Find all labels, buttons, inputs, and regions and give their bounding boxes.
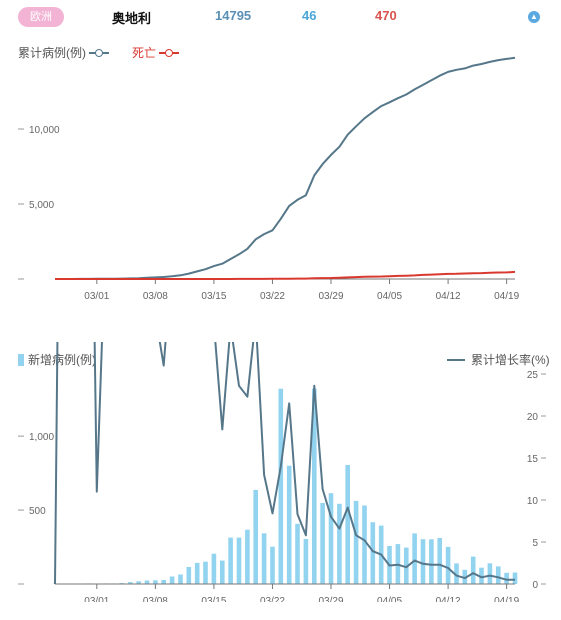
new-cases-bar <box>128 582 133 584</box>
legend-deaths-swatch <box>159 48 180 58</box>
new-cases-bar <box>312 388 317 584</box>
x-tick-label: 03/22 <box>260 596 285 602</box>
new-cases-bar <box>144 580 150 584</box>
deaths-line <box>55 270 516 280</box>
x-tick-label: 03/15 <box>201 596 226 602</box>
legend-growth-rate[interactable]: 累计增长率(%) <box>447 351 550 368</box>
new-cases-bar <box>228 537 233 584</box>
new-cases-bar <box>496 566 501 584</box>
new-cases-bar <box>512 572 518 584</box>
region-badge[interactable]: 欧洲 <box>18 7 64 27</box>
x-tick-label: 04/05 <box>377 596 402 602</box>
x-tick-label: 03/29 <box>318 291 343 302</box>
new-cases-bar <box>161 580 166 584</box>
y-right-tick-label: 5 <box>532 538 538 549</box>
new-cases-bar <box>362 505 367 584</box>
deaths-count: 470 <box>375 8 397 23</box>
x-tick-label: 04/19 <box>494 291 519 302</box>
legend-new-cases-swatch <box>18 353 24 366</box>
x-tick-label: 03/01 <box>84 596 109 602</box>
new-cases-bar <box>203 561 208 584</box>
x-tick-label: 03/08 <box>143 596 168 602</box>
new-cases-bar <box>211 553 217 584</box>
new-cases-bar <box>479 567 484 584</box>
x-tick-label: 04/19 <box>494 596 519 602</box>
legend-cumulative-label: 累计病例(例) <box>18 46 86 60</box>
legend-new-cases[interactable]: 新增病例(例) <box>18 351 96 368</box>
new-cases-bar <box>437 538 442 584</box>
legend-deaths-label: 死亡 <box>132 46 157 60</box>
x-tick-label: 03/08 <box>143 291 168 302</box>
x-tick-label: 03/15 <box>201 291 226 302</box>
new-cases-bar <box>253 489 258 584</box>
new-cases-bar <box>286 465 292 584</box>
new-cases-bar <box>320 503 325 584</box>
y-left-tick-label: 500 <box>29 506 46 517</box>
new-cases-bar <box>261 533 267 584</box>
country-header[interactable]: 欧洲 奥地利 14795 46 470 ▲ <box>0 0 561 36</box>
new-cases-bar <box>278 388 284 584</box>
new-cases-bar <box>153 580 158 584</box>
country-name: 奥地利 <box>112 11 152 26</box>
new-cases-bar <box>462 569 468 584</box>
x-tick-label: 03/22 <box>260 291 285 302</box>
x-tick-label: 04/05 <box>377 291 402 302</box>
new-cases-bar <box>345 465 350 584</box>
y-right-tick-label: 10 <box>527 496 539 507</box>
new-cases-bar <box>303 538 309 584</box>
new-cases-bar <box>445 546 451 584</box>
growth-rate-line <box>54 342 515 584</box>
new-cases-bar <box>337 503 342 584</box>
new-cases-bar <box>454 563 459 584</box>
y-tick-label: 10,000 <box>29 125 60 136</box>
new-cases-bar <box>504 572 509 584</box>
new-cases-bar <box>186 567 192 584</box>
y-tick-label: 5,000 <box>29 200 54 211</box>
new-cases-bar <box>353 500 359 584</box>
y-right-tick-label: 25 <box>527 370 539 381</box>
x-tick-label: 04/12 <box>436 596 461 602</box>
recovered-count: 46 <box>302 8 317 23</box>
legend-new-cases-label: 新增病例(例) <box>28 353 96 367</box>
daily-chart: 1,000 500 25 20 15 10 5 0 03/01 03/08 03/15 03/22 03… <box>18 342 546 602</box>
new-cases-bar <box>404 547 409 584</box>
y-right-tick-label: 0 <box>532 580 538 591</box>
legend-deaths[interactable]: 死亡 <box>132 44 180 61</box>
new-cases-bar <box>412 533 417 584</box>
new-cases-bar <box>236 537 242 584</box>
y-left-tick-label: 1,000 <box>29 432 54 443</box>
legend-cumulative-swatch <box>89 48 109 58</box>
new-cases-bar <box>136 581 141 584</box>
x-tick-label: 03/29 <box>318 596 343 602</box>
legend-growth-rate-label: 累计增长率(%) <box>471 353 550 367</box>
new-cases-bar <box>270 546 275 584</box>
cumulative-chart: 10,000 5,000 03/01 03/08 03/15 03/22 03/29 04/0… <box>18 56 520 302</box>
new-cases-bar <box>470 556 476 584</box>
new-cases-bar <box>178 574 183 584</box>
y-right-tick-label: 20 <box>527 412 539 423</box>
new-cases-bar <box>169 576 175 584</box>
chevron-up-icon[interactable]: ▲ <box>528 11 540 23</box>
new-cases-bar <box>194 562 200 584</box>
new-cases-bar <box>245 529 250 584</box>
new-cases-bar <box>487 563 493 584</box>
legend-growth-rate-swatch <box>447 358 465 361</box>
confirmed-count: 14795 <box>215 8 252 23</box>
new-cases-bar <box>220 560 225 584</box>
new-cases-bar <box>420 539 426 584</box>
cumulative-cases-line <box>55 56 516 280</box>
x-tick-label: 03/01 <box>84 291 109 302</box>
x-tick-label: 04/12 <box>436 291 461 302</box>
new-cases-bar <box>295 523 300 584</box>
new-cases-bar <box>328 493 334 584</box>
legend-cumulative[interactable]: 累计病例(例) <box>18 44 109 61</box>
new-cases-bar <box>370 522 376 584</box>
y-right-tick-label: 15 <box>527 454 539 465</box>
new-cases-bar <box>429 539 434 584</box>
